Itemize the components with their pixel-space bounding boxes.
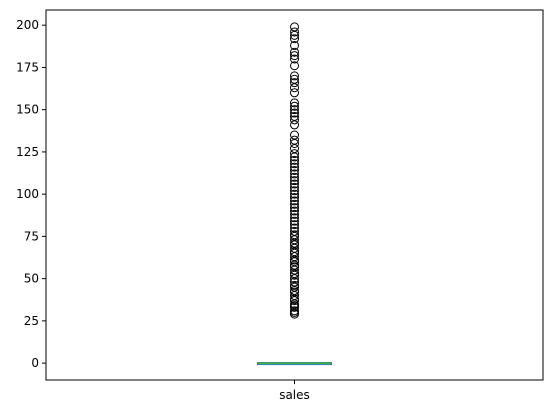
outlier-point — [290, 88, 299, 98]
outlier-point — [290, 135, 299, 145]
outlier-point — [290, 98, 299, 108]
outlier-point — [290, 40, 299, 50]
box-sales — [257, 362, 332, 366]
axes-frame — [45, 9, 544, 381]
outlier-point — [290, 159, 299, 169]
outlier-point — [290, 105, 299, 115]
outlier-point — [290, 186, 299, 196]
y-tick-label: 0 — [31, 356, 39, 370]
outlier-point — [290, 193, 299, 203]
outlier-point — [290, 223, 299, 233]
outlier-point — [290, 74, 299, 84]
outlier-point — [290, 199, 299, 209]
outlier-point — [290, 216, 299, 226]
x-tick-label-sales: sales — [279, 388, 310, 402]
outlier-point — [290, 169, 299, 179]
outlier-point — [290, 149, 299, 159]
outlier-point — [290, 166, 299, 176]
outlier-point — [290, 115, 299, 125]
outlier-point — [290, 22, 299, 32]
outlier-point — [290, 226, 299, 236]
y-tick-label: 125 — [16, 145, 39, 159]
outlier-point — [290, 203, 299, 213]
outlier-point — [290, 182, 299, 192]
outlier-point — [290, 230, 299, 240]
outlier-point — [290, 220, 299, 230]
y-tick-label: 100 — [16, 187, 39, 201]
outlier-point — [290, 172, 299, 182]
outlier-point — [290, 280, 299, 290]
outlier-point — [290, 179, 299, 189]
y-tick-label: 25 — [24, 314, 39, 328]
outlier-point — [290, 111, 299, 121]
outlier-point — [290, 27, 299, 37]
outlier-point — [290, 189, 299, 199]
outlier-point — [290, 51, 299, 61]
outlier-point — [290, 47, 299, 57]
outlier-point — [290, 130, 299, 140]
outlier-point — [290, 71, 299, 81]
y-tick-label: 175 — [16, 60, 39, 74]
outlier-point — [290, 306, 299, 316]
outlier-point — [290, 176, 299, 186]
outlier-point — [290, 155, 299, 165]
outlier-points — [290, 22, 299, 319]
y-tick-label: 150 — [16, 103, 39, 117]
y-axis-ticks: 0 25 50 75 100 125 150 175 200 — [16, 18, 46, 370]
outlier-point — [290, 206, 299, 216]
outlier-point — [290, 34, 299, 44]
y-tick-label: 200 — [16, 18, 39, 32]
outlier-point — [290, 78, 299, 88]
outlier-point — [290, 61, 299, 71]
outlier-point — [290, 108, 299, 118]
outlier-point — [290, 209, 299, 219]
outlier-point — [290, 54, 299, 64]
y-tick-label: 50 — [24, 272, 39, 286]
y-tick-label: 75 — [24, 229, 39, 243]
outlier-point — [290, 162, 299, 172]
x-axis-ticks: sales — [279, 380, 310, 402]
outlier-point — [290, 101, 299, 111]
outlier-point — [290, 196, 299, 206]
outlier-point — [290, 213, 299, 223]
